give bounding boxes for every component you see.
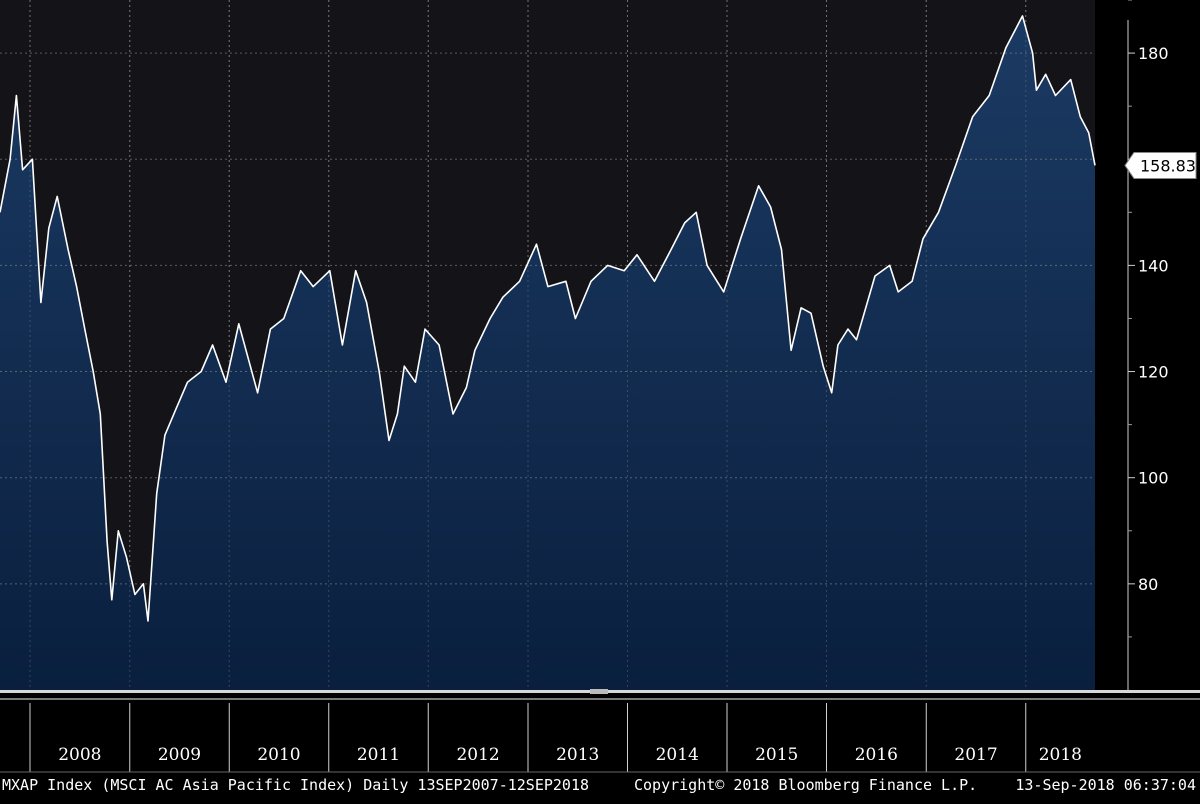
x-tick-label: 2009 bbox=[158, 745, 201, 765]
y-tick-label: 100 bbox=[1138, 469, 1169, 488]
y-tick-label: 140 bbox=[1138, 256, 1169, 275]
y-tick-label: 80 bbox=[1138, 575, 1158, 594]
x-tick-label: 2017 bbox=[954, 745, 997, 765]
last-value-label: 158.83 bbox=[1140, 156, 1196, 175]
footer-copyright: Copyright© 2018 Bloomberg Finance L.P. bbox=[634, 776, 978, 794]
y-tick-label: 120 bbox=[1138, 363, 1169, 382]
x-tick-label: 2018 bbox=[1039, 745, 1082, 765]
price-area bbox=[0, 15, 1095, 690]
x-tick-label: 2010 bbox=[257, 745, 300, 765]
scroll-handle bbox=[590, 689, 608, 694]
price-line bbox=[0, 15, 1096, 622]
x-tick-label: 2015 bbox=[755, 745, 798, 765]
last-value-box bbox=[1124, 151, 1197, 179]
footer-timestamp: 13-Sep-2018 06:37:04 bbox=[1015, 776, 1196, 794]
x-tick-label: 2011 bbox=[357, 745, 400, 765]
x-tick-label: 2012 bbox=[456, 745, 499, 765]
x-tick-label: 2013 bbox=[556, 745, 599, 765]
x-tick-label: 2008 bbox=[58, 745, 101, 765]
x-axis-bar-lower bbox=[0, 698, 1200, 700]
x-tick-label: 2014 bbox=[656, 745, 699, 765]
footer-security-info: MXAP Index (MSCI AC Asia Pacific Index) … bbox=[2, 776, 589, 794]
x-tick-label: 2016 bbox=[855, 745, 898, 765]
chart-footer: MXAP Index (MSCI AC Asia Pacific Index) … bbox=[0, 772, 1200, 800]
y-tick-label: 180 bbox=[1138, 44, 1169, 63]
